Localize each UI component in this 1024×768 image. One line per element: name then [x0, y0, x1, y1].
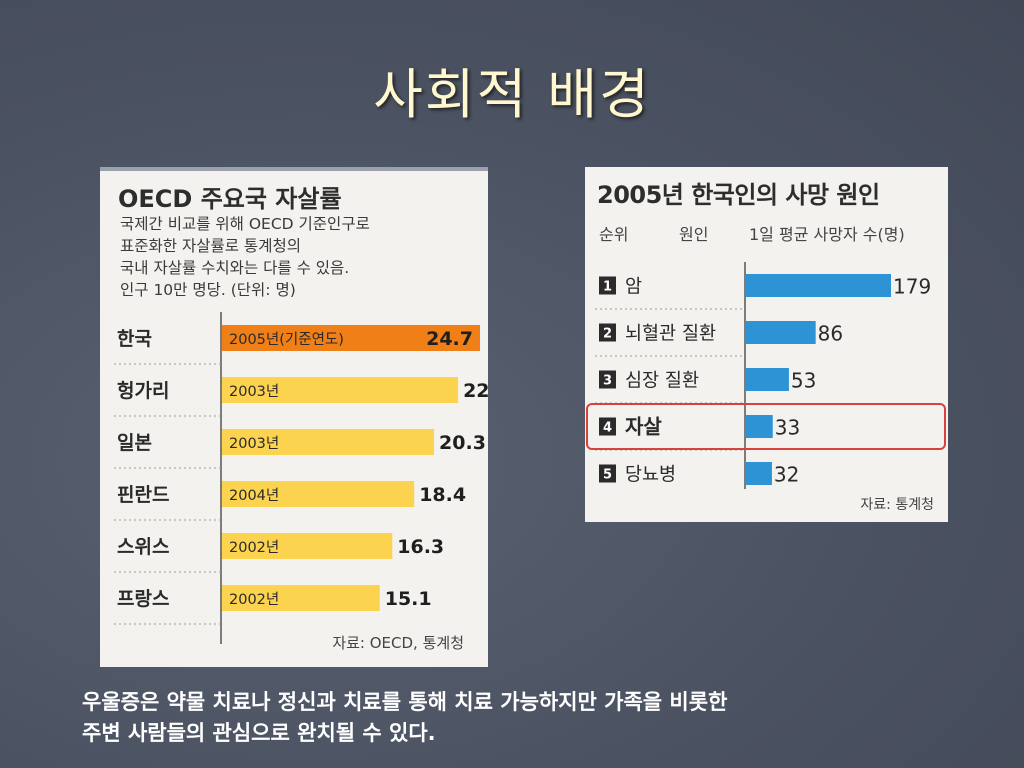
value-header: 1일 평균 사망자 수(명): [749, 225, 905, 244]
rank-box: [599, 464, 616, 483]
bar: [746, 321, 816, 344]
category-label: 일본: [117, 432, 152, 454]
year-label: 2002년: [229, 591, 279, 608]
bar: [746, 462, 772, 485]
highlight-frame: [586, 403, 946, 450]
cause-label: 심장 질환: [625, 371, 699, 392]
year-label: 2003년: [229, 435, 279, 452]
rank-box: [599, 370, 616, 389]
year-label: 2002년: [229, 539, 279, 556]
rank-number: 4: [603, 421, 612, 436]
category-label: 헝가리: [117, 380, 169, 402]
panel-top-rule: [100, 167, 488, 171]
bar: [222, 481, 415, 507]
value-label: 33: [775, 416, 800, 440]
bar: [222, 429, 435, 455]
bar: [746, 415, 773, 438]
value-label: 20.3: [439, 432, 486, 454]
value-label: 32: [774, 463, 799, 487]
value-label: 179: [893, 275, 931, 299]
oecd-suicide-rate-chart: OECD 주요국 자살률 국제간 비교를 위해 OECD 기준인구로 표준화한 …: [100, 167, 488, 667]
category-label: 프랑스: [117, 588, 169, 610]
bar: [746, 368, 789, 391]
rank-header: 순위: [599, 225, 629, 244]
value-label: 24.7: [426, 328, 473, 350]
chart-note-line: 표준화한 자살률로 통계청의: [120, 237, 301, 255]
caption-line: 우울증은 약물 치료나 정신과 치료를 통해 치료 가능하지만 가족을 비롯한: [82, 690, 728, 714]
category-label: 핀란드: [117, 484, 169, 506]
rank-number: 1: [603, 280, 612, 295]
chart-note: 국제간 비교를 위해 OECD 기준인구로 표준화한 자살률로 통계청의 국내 …: [120, 213, 480, 301]
death-causes-bars-svg: 1 암 179 2 뇌혈관 질환 86 3 심장 질환 53 4 자살 33 5 당뇨병 32: [586, 262, 946, 489]
chart-title: 2005년 한국인의 사망 원인: [597, 181, 880, 209]
value-label: 86: [818, 322, 843, 346]
category-label: 한국: [117, 328, 152, 350]
value-label: 16.3: [397, 536, 444, 558]
chart-source: 자료: 통계청: [860, 497, 934, 513]
slide-title: 사회적 배경: [373, 63, 651, 126]
chart-title: OECD 주요국 자살률: [118, 185, 342, 213]
year-label: 2005년(기준연도): [229, 331, 344, 348]
rank-number: 5: [603, 468, 612, 483]
value-label: 22.6: [463, 380, 488, 402]
bar: [746, 274, 891, 297]
rank-box: [599, 323, 616, 342]
bar: [222, 325, 480, 351]
rank-box: [599, 276, 616, 295]
rank-number: 2: [603, 327, 612, 342]
chart-note-line: 국내 자살률 수치와는 다를 수 있음.: [120, 259, 350, 277]
rank-box: [599, 417, 616, 436]
bar: [222, 533, 393, 559]
cause-label: 뇌혈관 질환: [625, 324, 716, 345]
cause-label: 자살: [625, 415, 662, 439]
chart-note-line: 인구 10만 명당. (단위: 명): [120, 281, 296, 299]
cause-label: 암: [625, 277, 642, 298]
value-label: 15.1: [385, 588, 432, 610]
caption-line: 주변 사람들의 관심으로 완치될 수 있다.: [82, 721, 436, 745]
value-label: 18.4: [419, 484, 466, 506]
bar: [222, 585, 380, 611]
year-label: 2003년: [229, 383, 279, 400]
chart-source: 자료: OECD, 통계청: [332, 634, 464, 652]
slide-caption: 우울증은 약물 치료나 정신과 치료를 통해 치료 가능하지만 가족을 비롯한 …: [82, 687, 982, 749]
cause-label: 당뇨병: [625, 465, 676, 486]
rank-number: 3: [603, 374, 612, 389]
category-label: 스위스: [117, 536, 169, 558]
value-label: 53: [791, 369, 816, 393]
chart-note-line: 국제간 비교를 위해 OECD 기준인구로: [120, 215, 370, 233]
oecd-bars-svg: 한국 2005년(기준연도) 24.7 헝가리 2003년 22.6 일본 2003년 20.3…: [114, 312, 488, 644]
year-label: 2004년: [229, 487, 279, 504]
bar: [222, 377, 459, 403]
cause-header: 원인: [679, 225, 709, 244]
